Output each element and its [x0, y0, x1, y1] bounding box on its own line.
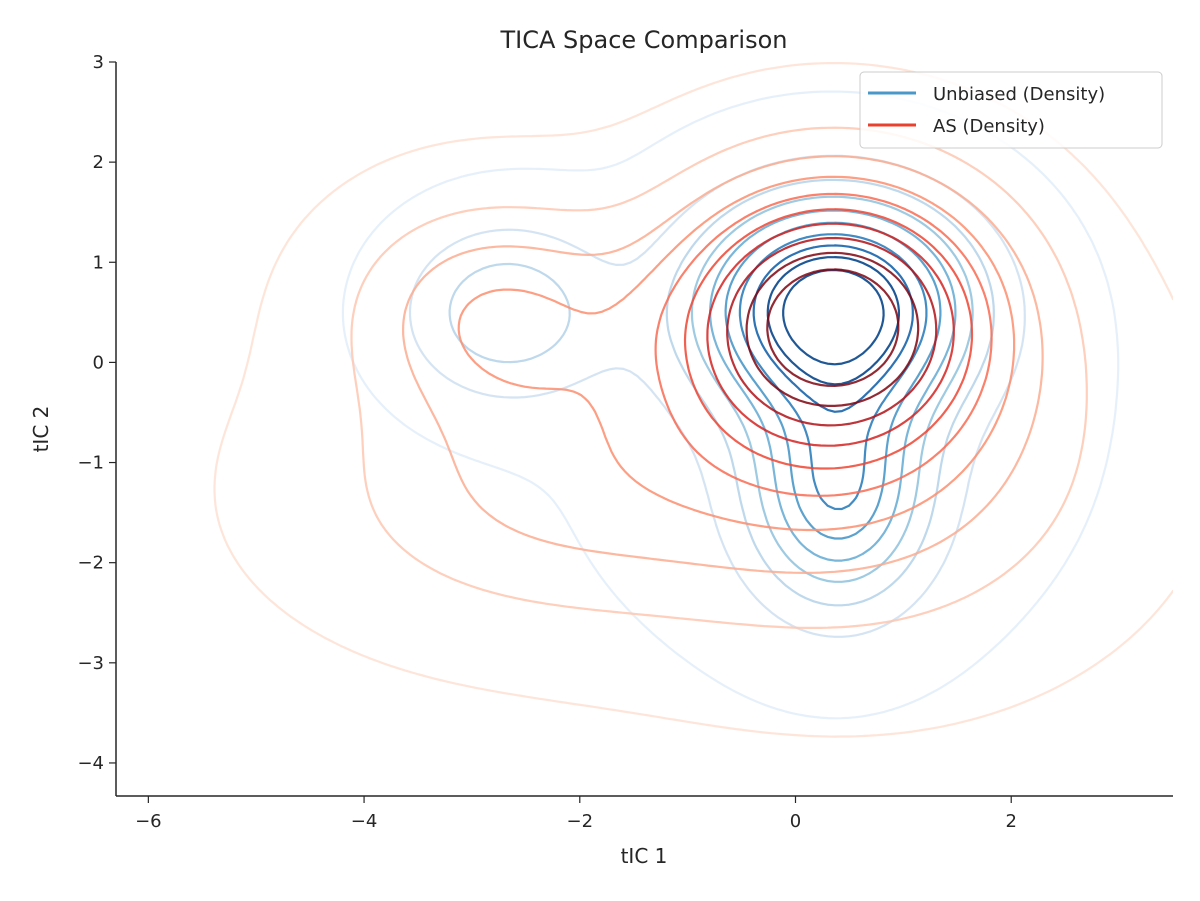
- as-contour-level-7: [706, 222, 955, 447]
- as-contour-level-4: [457, 175, 1016, 532]
- x-tick-label: 2: [1005, 811, 1016, 832]
- unbiased-contour-level-9: [766, 256, 900, 386]
- y-tick-label: 3: [93, 52, 104, 73]
- y-axis-label: tIC 2: [29, 406, 53, 453]
- as-contour-level-5: [654, 192, 993, 497]
- as-contour-level-8: [726, 236, 938, 427]
- legend-label-unbiased: Unbiased (Density): [933, 84, 1105, 105]
- unbiased-contour-level-8: [752, 244, 914, 413]
- chart-title: TICA Space Comparison: [499, 26, 787, 54]
- y-tick-label: −2: [77, 553, 104, 574]
- x-tick-label: −2: [567, 811, 594, 832]
- as-contour-level-1: [213, 62, 1173, 738]
- as-contour-level-6: [683, 208, 974, 470]
- axes: −6 −4 −2 0 2 −4 −3 −2 −1 0 1 2 3: [77, 52, 1173, 832]
- x-axis-label: tIC 1: [621, 844, 668, 868]
- x-tick-label: −4: [351, 811, 378, 832]
- x-tick-label: −6: [135, 811, 162, 832]
- legend: Unbiased (Density) AS (Density): [859, 71, 1163, 149]
- as-contour-level-3: [402, 155, 1044, 574]
- y-tick-label: 1: [93, 252, 104, 273]
- y-tick-label: −3: [77, 653, 104, 674]
- as-contour-level-10: [766, 268, 900, 387]
- as-contour-level-9: [745, 251, 920, 407]
- legend-box: [859, 71, 1163, 149]
- y-tick-label: −1: [77, 453, 104, 474]
- x-tick-label: 0: [790, 811, 801, 832]
- as-contour-level-2: [350, 126, 1088, 629]
- legend-label-as: AS (Density): [933, 116, 1045, 137]
- y-tick-label: 0: [93, 352, 104, 373]
- contour-layer: [213, 62, 1173, 738]
- y-tick-label: −4: [77, 753, 104, 774]
- unbiased-contour-level-3: [448, 178, 995, 607]
- y-tick-label: 2: [93, 152, 104, 173]
- unbiased-contour-level-5: [709, 209, 957, 562]
